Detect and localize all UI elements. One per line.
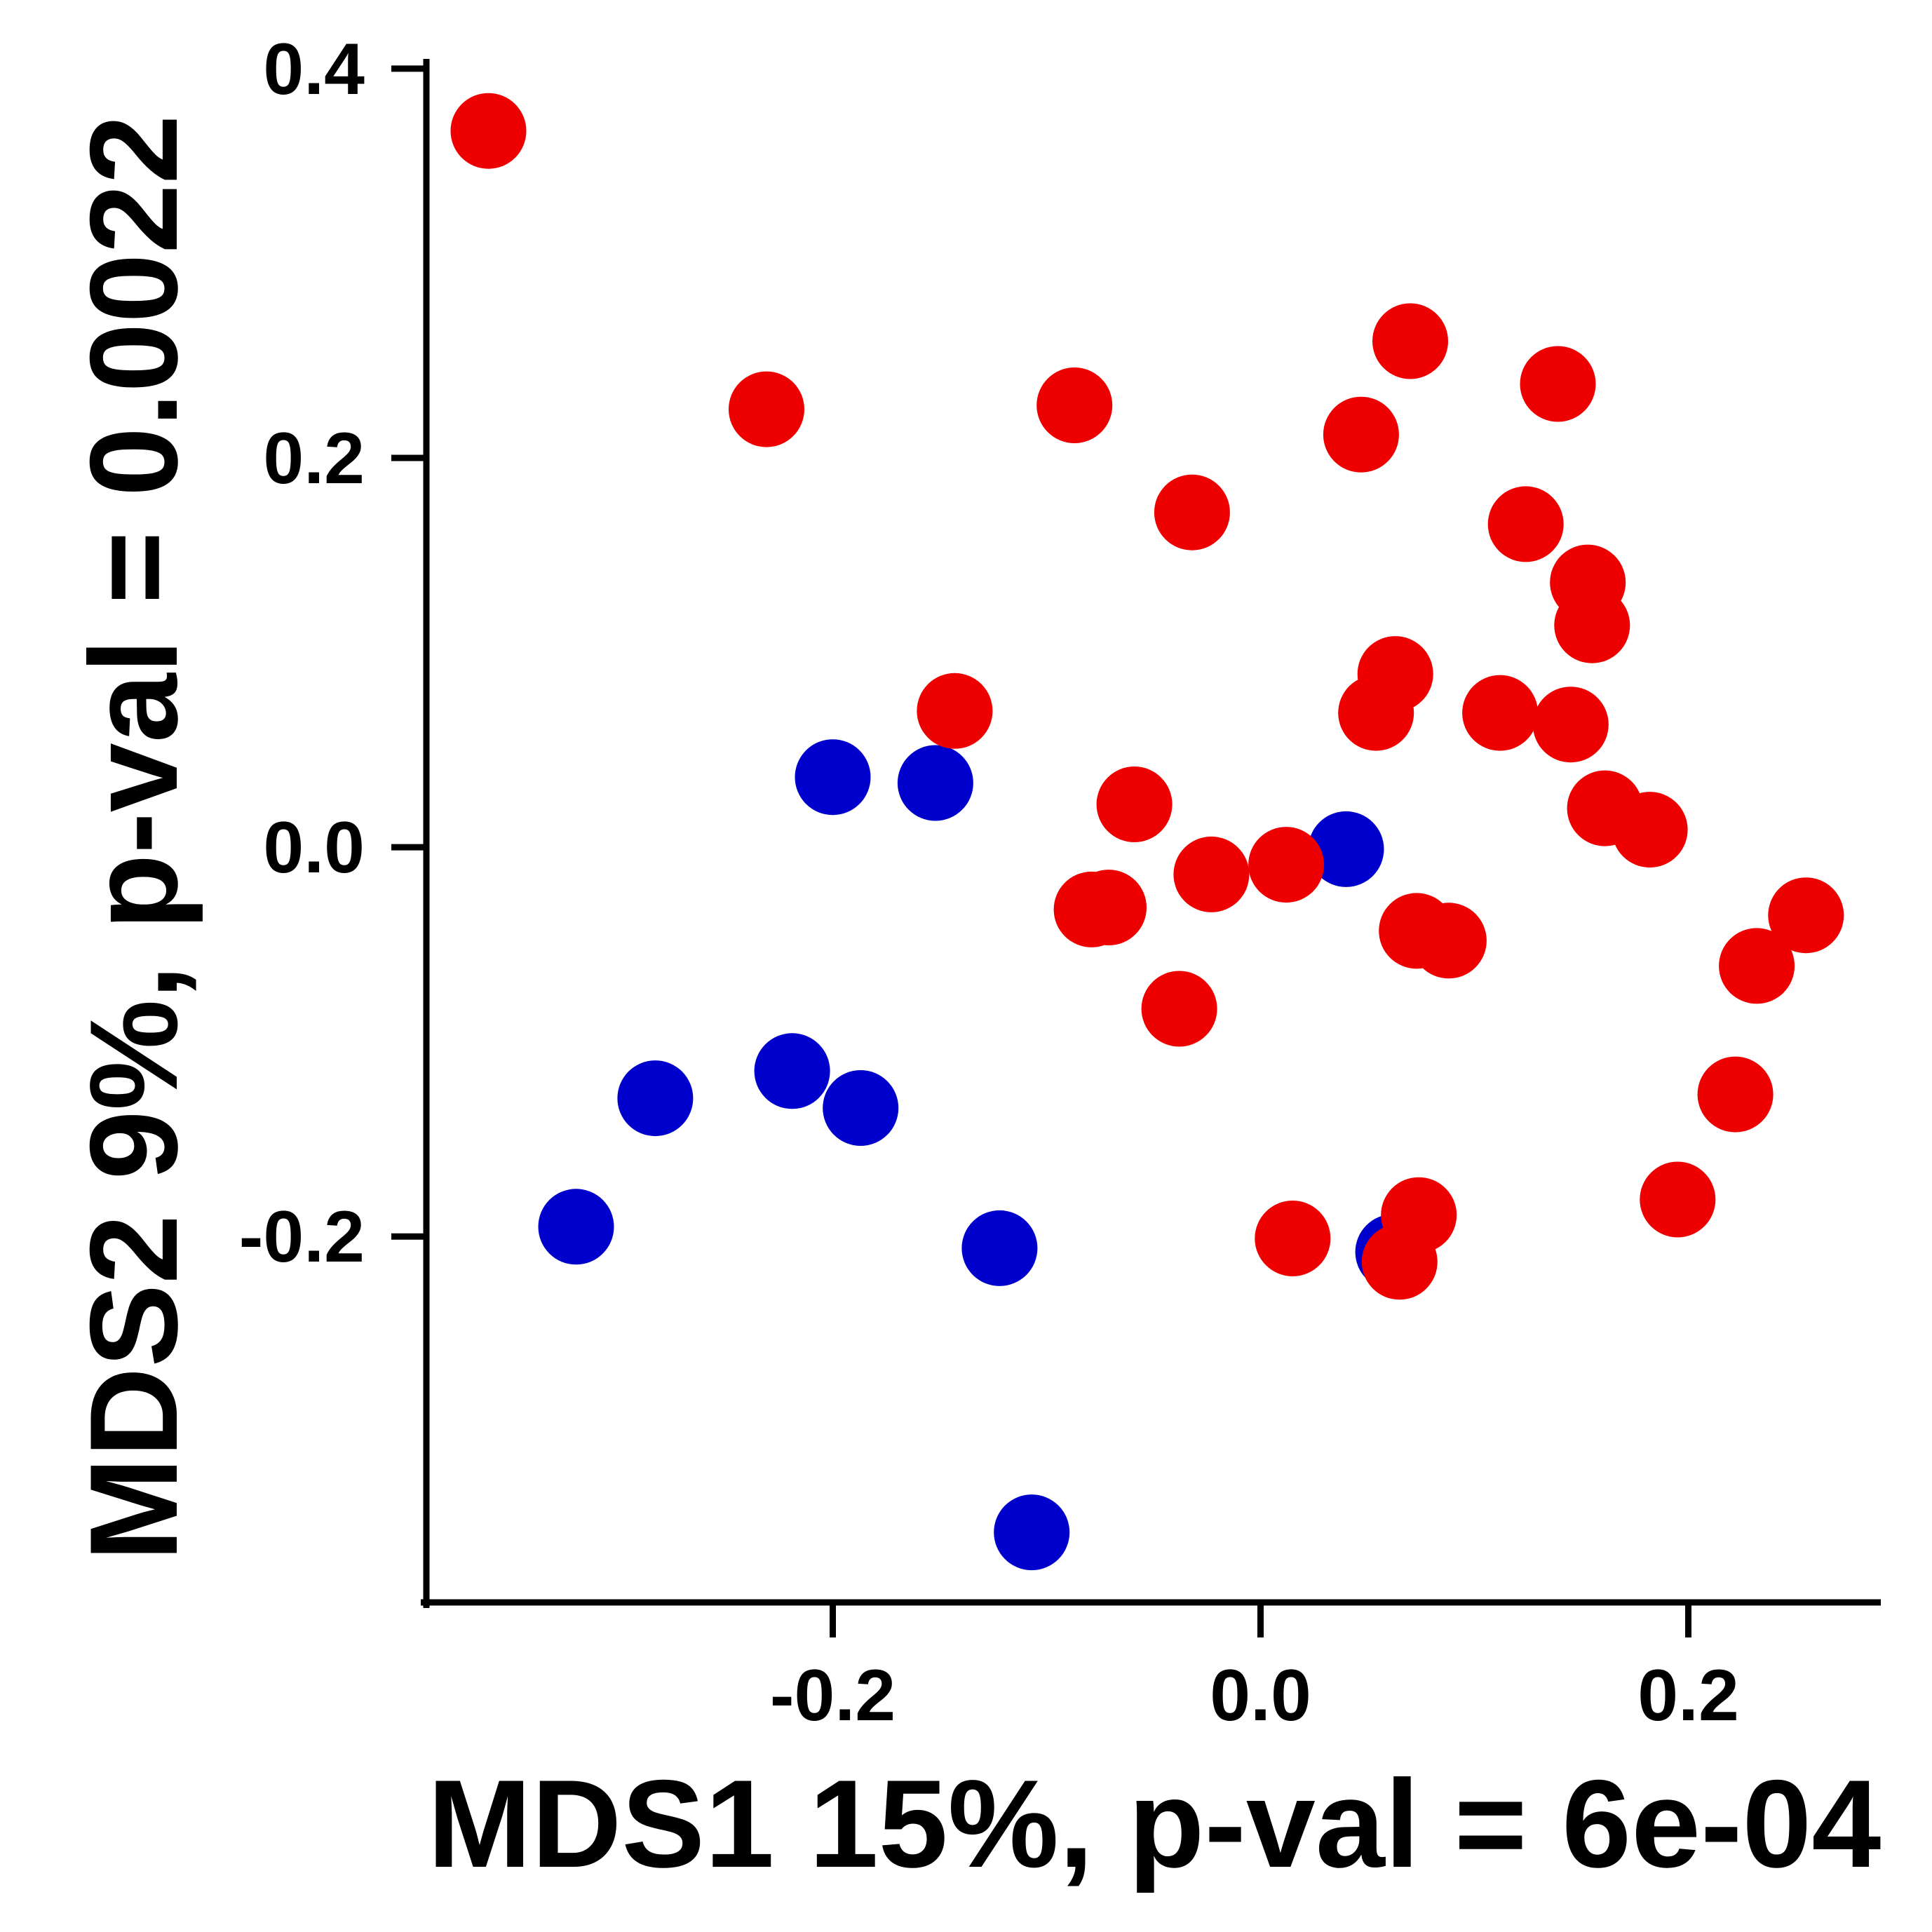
x-tick-label: -0.2 <box>770 1655 896 1736</box>
data-point-series1-4 <box>617 1060 694 1137</box>
data-point-series1-7 <box>961 1210 1038 1286</box>
data-point-series2-2 <box>729 371 804 447</box>
data-point-series2-16 <box>1338 675 1414 751</box>
data-point-series2-5 <box>917 673 993 749</box>
data-point-series2-3 <box>1036 367 1113 443</box>
y-tick-label: 0.0 <box>263 807 365 889</box>
data-point-series2-20 <box>1361 1224 1438 1300</box>
data-point-series2-12 <box>1255 1201 1331 1276</box>
data-point-series1-9 <box>1308 811 1384 887</box>
data-point-series2-24 <box>1554 587 1630 663</box>
data-point-series2-13 <box>1323 396 1399 473</box>
y-axis-title: MDS2 9%, p-val = 0.0022 <box>64 115 203 1562</box>
data-point-series2-6 <box>1096 766 1173 842</box>
data-point-series1-8 <box>994 1494 1070 1571</box>
data-point-series2-22 <box>1487 486 1564 562</box>
data-point-series2-14 <box>1372 303 1448 379</box>
data-point-series2-11 <box>1248 827 1325 903</box>
data-point-series1-5 <box>823 1070 899 1146</box>
data-point-series2-32 <box>1768 877 1844 954</box>
data-point-series2-1 <box>450 93 527 169</box>
data-point-series1-2 <box>897 745 973 821</box>
data-point-series2-28 <box>1612 792 1688 868</box>
points-layer <box>450 93 1844 1571</box>
data-point-series2-25 <box>1462 675 1539 751</box>
data-point-series1-6 <box>538 1189 614 1265</box>
x-tick-label: 0.2 <box>1637 1655 1739 1736</box>
x-axis-title: MDS1 15%, p-val = 6e-04 <box>428 1754 1882 1893</box>
y-tick-label: 0.2 <box>263 418 365 499</box>
data-point-series2-8 <box>1071 870 1147 946</box>
data-point-series2-21 <box>1520 346 1596 422</box>
data-point-series2-4 <box>1154 474 1230 550</box>
data-point-series2-30 <box>1697 1056 1774 1133</box>
data-point-series2-29 <box>1640 1161 1716 1238</box>
axes: -0.2 0.0 0.2 0.4 -0.2 0.0 0.2 <box>239 29 1881 1736</box>
x-tick-label: 0.0 <box>1210 1655 1311 1736</box>
y-tick-label: -0.2 <box>239 1196 365 1278</box>
data-point-series2-31 <box>1719 928 1795 1004</box>
data-point-series2-18 <box>1410 903 1487 979</box>
y-tick-label: 0.4 <box>263 29 365 110</box>
data-point-series2-9 <box>1173 836 1250 912</box>
data-point-series2-10 <box>1141 971 1217 1047</box>
data-point-series1-3 <box>754 1033 830 1109</box>
data-point-series2-26 <box>1532 687 1609 763</box>
data-point-series1-1 <box>795 739 871 816</box>
